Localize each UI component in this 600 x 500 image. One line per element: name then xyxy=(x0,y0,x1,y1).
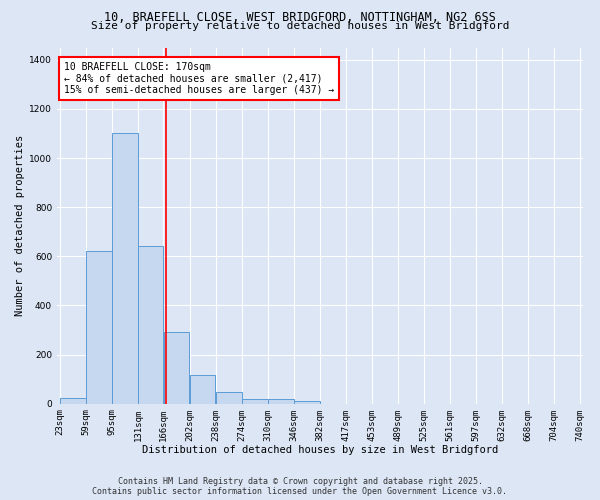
X-axis label: Distribution of detached houses by size in West Bridgford: Distribution of detached houses by size … xyxy=(142,445,498,455)
Bar xyxy=(139,246,163,404)
Bar xyxy=(295,402,320,404)
Text: Contains HM Land Registry data © Crown copyright and database right 2025.
Contai: Contains HM Land Registry data © Crown c… xyxy=(92,476,508,496)
Bar xyxy=(268,400,294,404)
Bar xyxy=(216,392,242,404)
Text: 10, BRAEFELL CLOSE, WEST BRIDGFORD, NOTTINGHAM, NG2 6SS: 10, BRAEFELL CLOSE, WEST BRIDGFORD, NOTT… xyxy=(104,11,496,24)
Bar xyxy=(242,399,268,404)
Bar xyxy=(86,252,112,404)
Bar xyxy=(112,134,138,404)
Bar xyxy=(190,376,215,404)
Bar xyxy=(60,398,86,404)
Text: 10 BRAEFELL CLOSE: 170sqm
← 84% of detached houses are smaller (2,417)
15% of se: 10 BRAEFELL CLOSE: 170sqm ← 84% of detac… xyxy=(64,62,334,96)
Text: Size of property relative to detached houses in West Bridgford: Size of property relative to detached ho… xyxy=(91,21,509,31)
Bar xyxy=(164,332,190,404)
Y-axis label: Number of detached properties: Number of detached properties xyxy=(15,135,25,316)
